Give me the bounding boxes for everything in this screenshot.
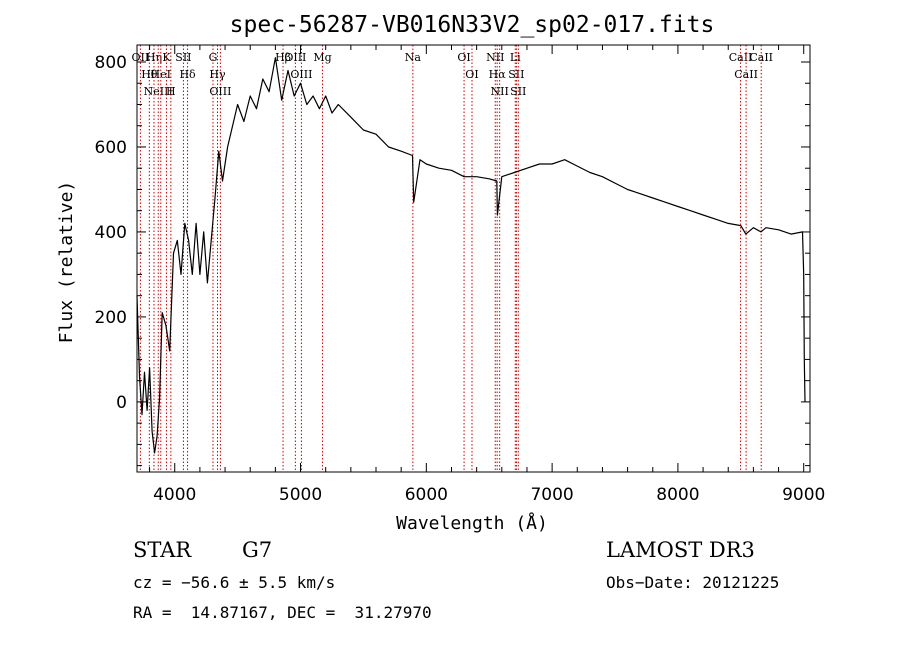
spectral-line-label: OIII	[209, 85, 231, 98]
survey-name: LAMOST DR3	[606, 538, 755, 562]
spectral-line-label: OI	[457, 51, 470, 64]
spectral-line-label: OI	[465, 68, 478, 81]
x-axis-label: Wavelength (Å)	[396, 512, 548, 534]
observation-date: Obs−Date: 20121225	[606, 573, 780, 592]
x-tick-label: 5000	[279, 485, 322, 505]
spectral-line-label: G	[209, 51, 218, 64]
chart-title: spec-56287-VB016N33V2_sp02-017.fits	[230, 12, 715, 38]
x-tick-label: 7000	[530, 485, 573, 505]
spectral-line-label: NeIII	[144, 85, 173, 98]
spectral-line-label: OIII	[284, 51, 306, 64]
y-tick-label: 0	[116, 393, 127, 413]
spectral-line-label: SII	[508, 68, 524, 81]
object-class: STAR	[133, 538, 192, 562]
spectral-line-label: Hδ	[179, 68, 196, 81]
spectral-line-label: CaII	[749, 51, 773, 64]
spectral-line-label: OII	[132, 51, 150, 64]
x-tick-label: 4000	[153, 485, 196, 505]
y-tick-label: 200	[95, 308, 127, 328]
coordinates: RA = 14.87167, DEC = 31.27970	[133, 603, 432, 622]
x-tick-label: 8000	[656, 485, 699, 505]
redshift-velocity: cz = −56.6 ± 5.5 km/s	[133, 573, 336, 592]
x-tick-label: 6000	[405, 485, 448, 505]
spectrum-line	[136, 57, 806, 454]
spectral-line-label: Hη	[146, 51, 162, 64]
spectral-line-label: SII	[510, 85, 526, 98]
y-tick-label: 400	[95, 223, 127, 243]
spectral-line-label: SII	[175, 51, 191, 64]
series-layer	[136, 57, 806, 454]
spectral-line-label: Na	[405, 51, 422, 64]
object-subclass: G7	[242, 538, 273, 562]
plot-frame	[136, 44, 811, 473]
spectral-line-label: CaII	[729, 51, 753, 64]
axes-layer: 4000 5000 6000 7000 8000 9000 0 200 400 600 800	[95, 44, 825, 505]
spectral-line-label: Hγ	[209, 68, 226, 81]
spectral-line-label: CaII	[734, 68, 758, 81]
spectral-lines-layer: OIIHθHηNeIIIHeIKHSIIHδGHγOIIIHβOIIIOIIIM…	[132, 45, 773, 472]
y-tick-label: 800	[95, 53, 127, 73]
spectral-line-label: H	[166, 85, 176, 98]
spectral-line-label: OIII	[290, 68, 312, 81]
x-tick-label: 9000	[782, 485, 825, 505]
y-tick-label: 600	[95, 138, 127, 158]
spectral-line-label: Hβ	[275, 51, 291, 64]
spectral-line-label: Hα	[489, 68, 507, 81]
spectral-line-label: Li	[510, 51, 521, 64]
y-axis-label: Flux (relative)	[56, 181, 77, 344]
spectral-line-label: K	[162, 51, 171, 64]
spectral-line-label: NII	[486, 51, 504, 64]
spectral-line-label: Mg	[313, 51, 331, 64]
spectral-line-label: HeI	[151, 68, 171, 81]
spectral-line-label: NII	[491, 85, 509, 98]
